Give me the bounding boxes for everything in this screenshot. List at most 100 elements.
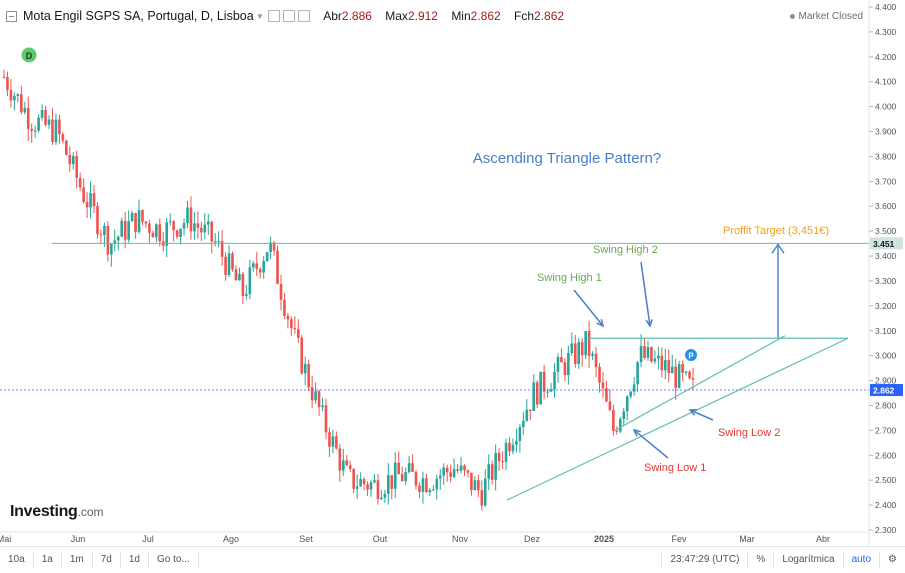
candle	[217, 231, 220, 248]
close-icon[interactable]	[298, 10, 311, 22]
candle	[16, 93, 20, 103]
candle-body	[636, 362, 639, 385]
y-tick-label: 3.000	[875, 351, 897, 361]
candle-body	[144, 221, 148, 224]
candle-body	[667, 360, 671, 374]
candle-body	[2, 76, 6, 78]
candle	[158, 218, 162, 247]
candle	[632, 376, 636, 396]
candle-body	[324, 405, 328, 433]
symbol-title[interactable]: Mota Engil SGPS SA, Portugal, D, Lisboa	[23, 9, 254, 23]
range-7d-button[interactable]: 7d	[93, 552, 121, 568]
candle	[179, 228, 182, 245]
swing-low-1-label: Swing Low 1	[644, 462, 706, 474]
candle	[473, 476, 477, 491]
range-1d-button[interactable]: 1d	[121, 552, 149, 568]
candle	[553, 363, 556, 398]
candle	[110, 242, 113, 267]
candle-body	[570, 343, 574, 354]
candle	[193, 212, 196, 240]
log-scale-toggle[interactable]: Logarítmica	[773, 552, 842, 568]
candle	[148, 219, 151, 243]
range-10y-button[interactable]: 10a	[0, 552, 34, 568]
add-indicator-icon[interactable]	[283, 10, 296, 22]
candle	[78, 172, 82, 191]
candle	[26, 96, 30, 141]
candle	[418, 482, 421, 499]
candle-body	[155, 224, 158, 238]
candle-body	[26, 108, 30, 129]
ohlc-low-label: Min	[451, 9, 471, 23]
candle-body	[47, 119, 51, 125]
candle-body	[276, 250, 279, 284]
candle	[605, 380, 608, 403]
y-tick-label: 3.600	[875, 201, 897, 211]
candle-body	[691, 378, 695, 380]
goto-button[interactable]: Go to...	[149, 552, 199, 568]
candle	[141, 209, 144, 226]
candle	[560, 348, 563, 363]
candle-body	[193, 223, 196, 232]
candle	[85, 192, 89, 219]
candle	[404, 467, 407, 485]
candle	[646, 340, 650, 361]
candle	[144, 220, 148, 228]
candle-body	[452, 469, 456, 477]
candle	[456, 463, 459, 474]
x-tick-label: Set	[299, 534, 313, 544]
candle	[30, 123, 33, 143]
compare-icon[interactable]	[268, 10, 281, 22]
candle-body	[251, 263, 255, 268]
candle-body	[54, 119, 58, 142]
candle-body	[37, 117, 40, 131]
gear-icon[interactable]: ⚙	[879, 552, 905, 568]
candle-body	[120, 220, 124, 237]
candle-body	[435, 478, 439, 490]
candle-body	[445, 467, 449, 473]
candle	[65, 139, 68, 156]
candle-body	[414, 471, 418, 486]
range-1y-button[interactable]: 1a	[34, 552, 62, 568]
candle-body	[283, 299, 286, 316]
candle-body	[587, 331, 591, 356]
y-tick-label: 2.800	[875, 400, 897, 410]
y-tick-label: 2.300	[875, 525, 897, 535]
x-tick-label: Out	[373, 534, 388, 544]
y-tick-label: 3.400	[875, 251, 897, 261]
candle-body	[16, 94, 20, 96]
candle-body	[470, 472, 473, 491]
candle-body	[78, 177, 82, 188]
candle-body	[618, 418, 622, 432]
candle-body	[224, 256, 227, 276]
auto-scale-toggle[interactable]: auto	[842, 552, 879, 568]
candle	[328, 427, 331, 457]
candle-body	[165, 222, 169, 246]
candle-body	[141, 209, 144, 222]
candle-body	[213, 241, 217, 243]
candle-body	[449, 472, 452, 477]
collapse-icon[interactable]	[6, 10, 17, 22]
candle	[186, 200, 189, 229]
candle	[54, 113, 58, 145]
y-tick-label: 2.700	[875, 425, 897, 435]
candle-body	[175, 230, 179, 237]
candle-body	[300, 337, 304, 374]
candle	[51, 108, 54, 145]
range-1m-button[interactable]: 1m	[62, 552, 93, 568]
candle-body	[151, 232, 155, 238]
candle	[303, 356, 307, 386]
candle	[494, 444, 497, 491]
chevron-down-icon[interactable]: ▾	[257, 10, 263, 21]
candle	[612, 404, 615, 436]
candle	[40, 104, 44, 121]
candle-body	[428, 489, 432, 493]
candle	[376, 474, 380, 505]
price-chart[interactable]: 2.300 2.400 2.500 2.600 2.700 2.800 2.900 3.000…	[0, 0, 905, 546]
candle	[220, 230, 224, 266]
candle-body	[272, 242, 276, 251]
percent-toggle[interactable]: %	[747, 552, 773, 568]
candle	[338, 443, 342, 483]
candle-body	[328, 432, 331, 447]
candle-body	[598, 366, 601, 383]
candle-body	[71, 156, 75, 165]
